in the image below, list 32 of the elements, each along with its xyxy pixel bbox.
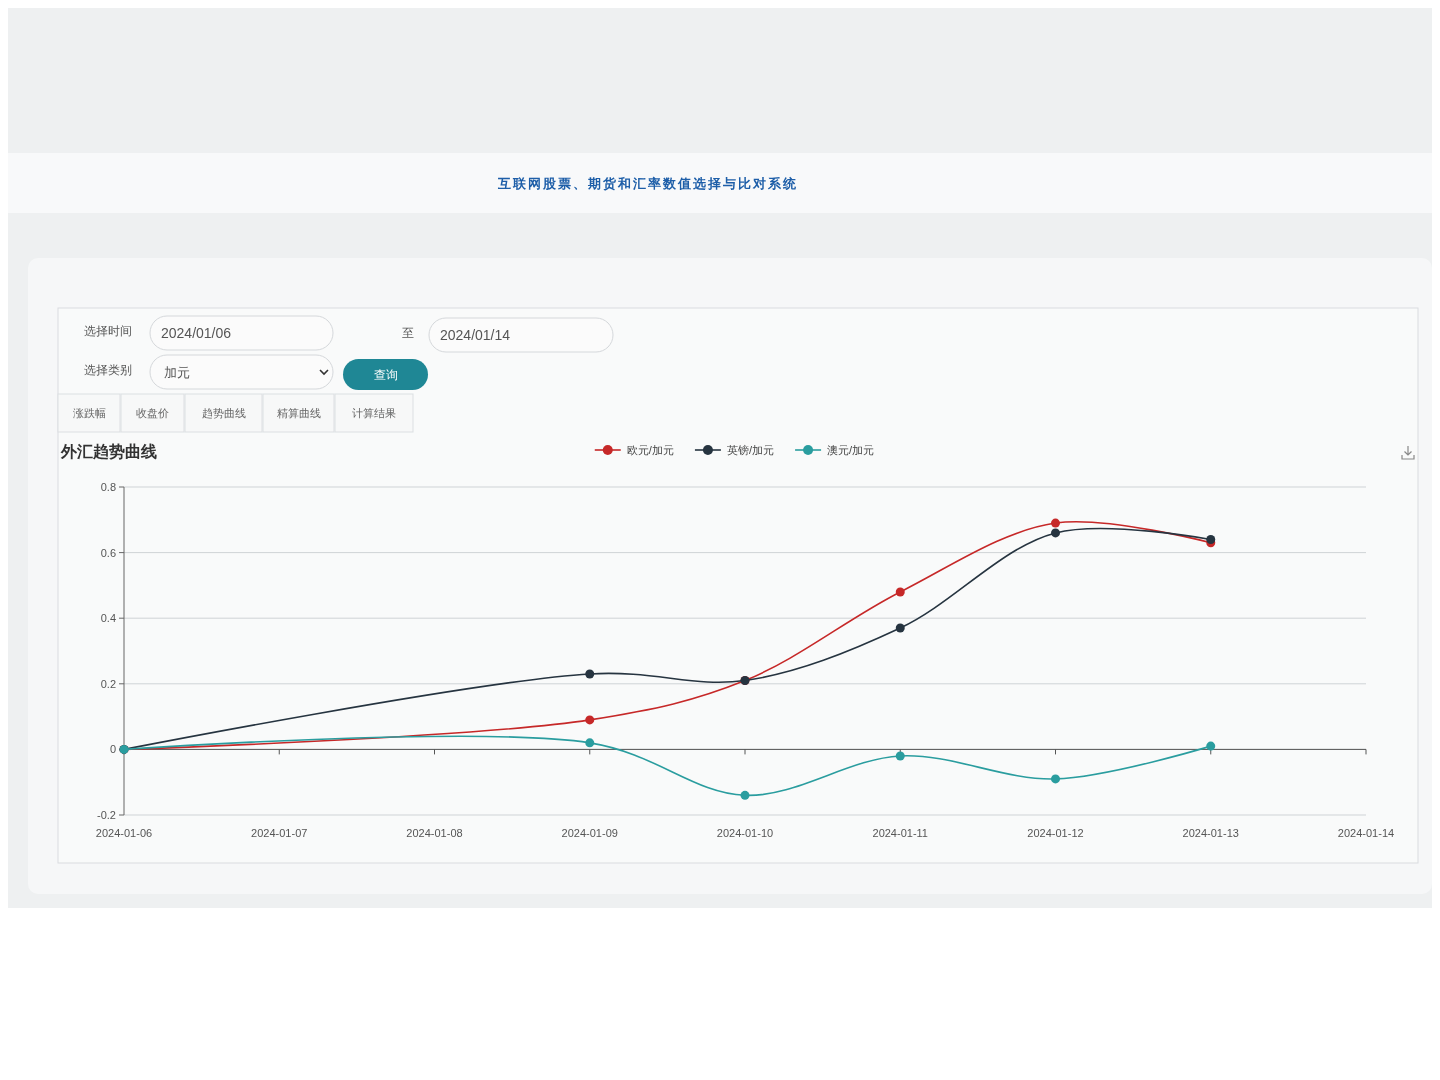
y-tick-label: 0.2 xyxy=(100,677,116,690)
y-tick-label: 0 xyxy=(109,743,116,756)
text: 互联网股票、期货和汇率数值选择与比对系统 xyxy=(497,176,798,191)
date-field: 2024/01/14 xyxy=(428,317,614,353)
x-tick-label: 2024-01-06 xyxy=(95,827,153,839)
y-tick-label: 0.8 xyxy=(100,481,116,493)
tab: 收盘价 xyxy=(120,393,185,433)
tab: 精算曲线 xyxy=(262,393,335,433)
x-tick-label: 2024-01-13 xyxy=(1182,827,1239,839)
x-tick-label: 2024-01-09 xyxy=(561,827,618,839)
legend-label: 英镑/加元 xyxy=(726,444,774,456)
y-tick-label: -0.2 xyxy=(97,809,116,821)
x-tick-label: 2024-01-12 xyxy=(1027,827,1084,839)
select-field: 加元 xyxy=(149,354,334,390)
x-tick-label: 2024-01-10 xyxy=(716,827,774,839)
legend-label: 欧元/加元 xyxy=(626,444,674,456)
tab: 计算结果 xyxy=(334,393,414,433)
date-field: 2024/01/06 xyxy=(149,315,334,351)
x-tick-label: 2024-01-08 xyxy=(406,827,463,839)
x-tick-label: 2024-01-11 xyxy=(872,827,928,839)
query-button: 查询 xyxy=(343,359,428,390)
y-tick-label: 0.6 xyxy=(100,546,116,559)
text: 至 xyxy=(402,326,414,340)
text: 选择时间 xyxy=(84,324,132,338)
y-tick-label: 0.4 xyxy=(100,612,116,625)
x-tick-label: 2024-01-14 xyxy=(1337,827,1395,839)
x-tick-label: 2024-01-07 xyxy=(251,827,308,839)
legend-label: 澳元/加元 xyxy=(827,444,875,456)
text: 选择类别 xyxy=(84,363,132,377)
tab: 涨跌幅 xyxy=(57,393,121,433)
tab: 趋势曲线 xyxy=(184,393,263,433)
chart-title: 外汇趋势曲线 xyxy=(60,443,157,460)
